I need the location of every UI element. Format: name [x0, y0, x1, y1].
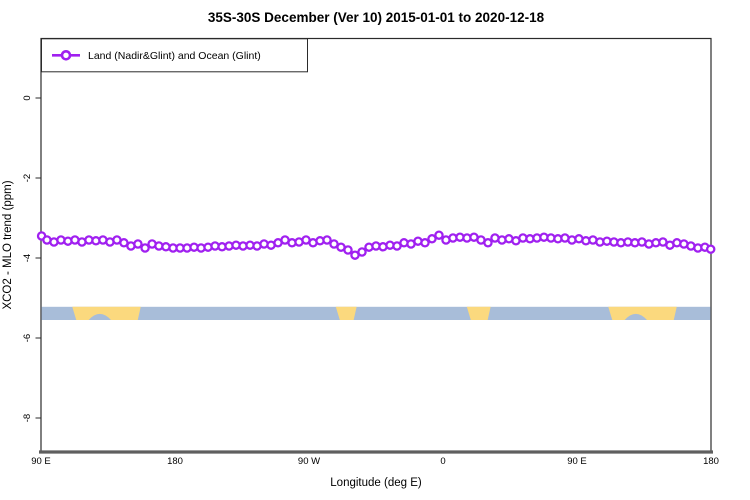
data-point	[483, 238, 493, 248]
legend-box	[41, 38, 308, 73]
data-point	[343, 245, 353, 255]
x-tick-label: 90 E	[31, 456, 51, 467]
x-tick-label: 180	[703, 456, 719, 467]
land-patch	[335, 306, 357, 320]
data-point	[161, 242, 171, 252]
x-tick-label: 90 W	[298, 456, 320, 467]
x-tick-label: 0	[440, 456, 445, 467]
x-tick-label: 180	[167, 456, 183, 467]
y-tick-label: -6	[22, 334, 33, 342]
data-point	[434, 230, 444, 240]
data-point	[133, 239, 143, 249]
land-patch	[466, 306, 491, 320]
data-point	[140, 243, 150, 253]
legend-open-circle-icon	[60, 49, 72, 61]
land-patch	[72, 306, 141, 320]
y-tick-label: -2	[22, 174, 33, 182]
data-point	[420, 238, 430, 248]
x-tick-label: 90 E	[567, 456, 587, 467]
land-ocean-band	[41, 306, 711, 320]
ocean-band	[41, 306, 711, 320]
data-point	[357, 247, 367, 257]
ocean-bight	[624, 313, 647, 320]
y-tick-label: -8	[22, 414, 33, 422]
y-tick-label: 0	[22, 95, 33, 100]
legend-label: Land (Nadir&Glint) and Ocean (Glint)	[88, 50, 261, 62]
legend: Land (Nadir&Glint) and Ocean (Glint)	[41, 38, 308, 73]
y-tick-label: -4	[22, 254, 33, 262]
y-axis-label: XCO2 - MLO trend (ppm)	[2, 180, 14, 309]
data-point	[705, 244, 716, 254]
series-group	[36, 230, 716, 260]
data-point	[322, 235, 332, 245]
chart-title: 35S-30S December (Ver 10) 2015-01-01 to …	[208, 10, 545, 25]
ticks-group: 0 -2 -4 -6 -8 90 E 180 90 W 0 90 E 180	[22, 95, 719, 467]
data-point	[427, 234, 437, 244]
ocean-bight	[88, 313, 111, 320]
x-axis-label: Longitude (deg E)	[330, 477, 422, 489]
land-patch	[608, 306, 677, 320]
